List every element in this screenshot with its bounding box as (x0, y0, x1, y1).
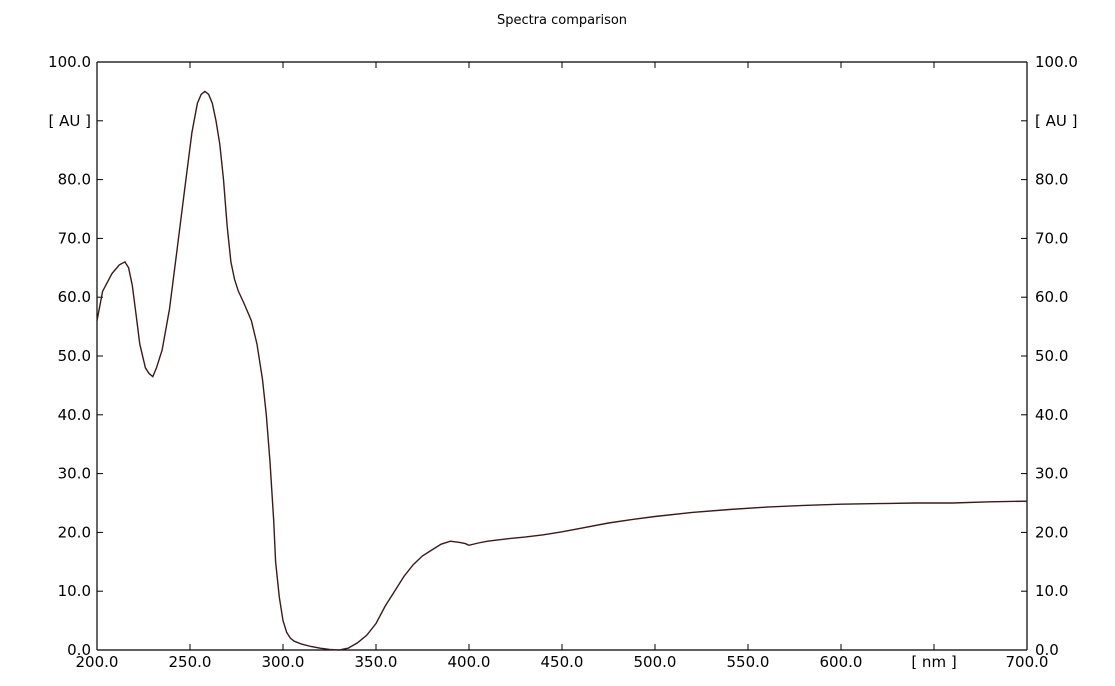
y-tick-label-right: 100.0 (1035, 53, 1078, 71)
y-tick-label-right: 80.0 (1035, 171, 1068, 189)
y-tick-label-right: 40.0 (1035, 406, 1068, 424)
x-tick-label: 700.0 (1006, 653, 1049, 671)
y-tick-label-right: 50.0 (1035, 347, 1068, 365)
plot-area (96, 90, 1028, 651)
y-tick-label-right: 10.0 (1035, 582, 1068, 600)
y-tick-label-left: 60.0 (58, 288, 91, 306)
y-tick-label-left: 0.0 (67, 641, 91, 659)
y-tick-label-left: 50.0 (58, 347, 91, 365)
x-tick-label: 200.0 (76, 653, 119, 671)
chart-axes (96, 61, 1028, 651)
x-tick-label: 550.0 (727, 653, 770, 671)
x-tick-label: 250.0 (169, 653, 212, 671)
spectrum-line (96, 90, 1028, 651)
y-tick-label-left: 20.0 (58, 523, 91, 541)
chart-title: Spectra comparison (497, 13, 627, 28)
y-tick-label-left: 80.0 (58, 171, 91, 189)
y-tick-label-right: 0.0 (1035, 641, 1059, 659)
chart-labels: 200.0 250.0 300.0 350.0 400.0 450.0 500.0 550.0… (48, 53, 1078, 671)
y-tick-label-left: 40.0 (58, 406, 91, 424)
x-axis-label: [ nm ] (911, 653, 956, 671)
x-tick-label: 300.0 (262, 653, 305, 671)
x-tick-label: 350.0 (355, 653, 398, 671)
y-tick-label-left: 100.0 (48, 53, 91, 71)
y-axis-label-right: [ AU ] (1035, 112, 1077, 130)
x-tick-label: 500.0 (634, 653, 677, 671)
y-tick-label-right: 30.0 (1035, 465, 1068, 483)
x-tick-label: 400.0 (448, 653, 491, 671)
y-tick-label-right: 70.0 (1035, 229, 1068, 247)
y-tick-label-left: 10.0 (58, 582, 91, 600)
y-axis-label-left: [ AU ] (49, 112, 91, 130)
chart-ticks (96, 61, 1028, 651)
y-tick-label-right: 20.0 (1035, 523, 1068, 541)
y-tick-label-right: 60.0 (1035, 288, 1068, 306)
x-tick-label: 450.0 (541, 653, 584, 671)
x-tick-label: 600.0 (820, 653, 863, 671)
y-tick-label-left: 30.0 (58, 465, 91, 483)
y-tick-label-left: 70.0 (58, 229, 91, 247)
